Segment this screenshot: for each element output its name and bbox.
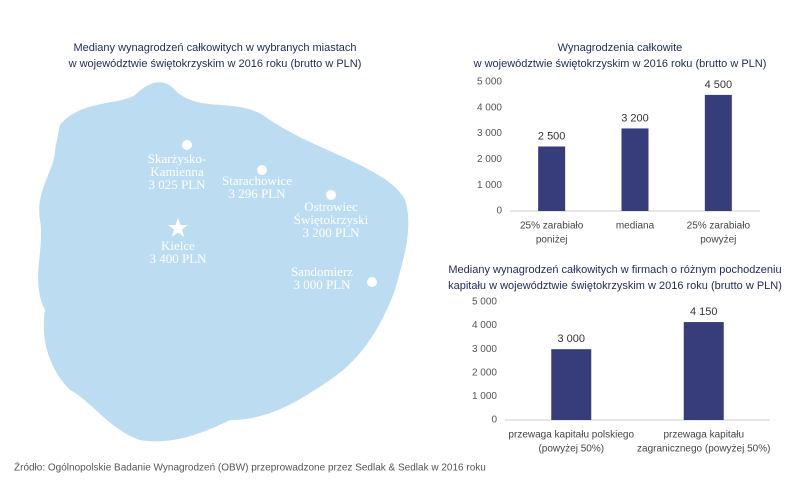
bar — [621, 128, 649, 211]
city-dot — [326, 190, 336, 200]
value-label: 3 000 — [557, 333, 585, 345]
value-label: 4 150 — [690, 306, 718, 318]
city-name: Świętokrzyski — [294, 212, 369, 227]
y-tick-label: 5 000 — [472, 297, 497, 308]
y-tick-label: 1 000 — [477, 180, 502, 191]
city-name: Kamienna — [150, 164, 204, 179]
source-note: Źródło: Ogólnopolskie Badanie Wynagrodze… — [14, 461, 486, 474]
city-salary: 3 296 PLN — [228, 186, 286, 201]
chart-title: Mediany wynagrodzeń całkowitych w firmac… — [448, 264, 781, 276]
x-tick-label: przewaga kapitału — [663, 430, 744, 441]
city-dot — [367, 277, 377, 287]
value-label: 3 200 — [621, 112, 649, 124]
x-tick-label: przewaga kapitału polskiego — [508, 430, 634, 441]
x-tick-label: (powyżej 50%) — [538, 444, 604, 455]
y-tick-label: 0 — [496, 206, 502, 217]
bar — [704, 94, 732, 211]
x-tick-label: 25% zarabiało — [520, 221, 584, 232]
x-tick-label: 25% zarabiało — [687, 221, 751, 232]
y-tick-label: 5 000 — [477, 77, 502, 88]
city-salary: 3 400 PLN — [149, 251, 207, 266]
city-salary: 3 000 PLN — [293, 277, 351, 292]
bar — [551, 349, 592, 420]
y-tick-label: 3 000 — [477, 128, 502, 139]
y-tick-label: 4 000 — [477, 102, 502, 113]
chart-title: kapitału w województwie świętokrzyskim w… — [448, 280, 782, 292]
capital-star — [168, 218, 188, 237]
x-tick-label: powyżej — [700, 235, 736, 246]
city-salary: 3 200 PLN — [302, 225, 360, 240]
y-tick-label: 3 000 — [472, 344, 497, 355]
city-dot — [182, 140, 192, 150]
chart-title: Wynagrodzenia całkowite — [558, 42, 683, 54]
city-dot — [257, 165, 267, 175]
city-salary: 3 025 PLN — [148, 177, 206, 192]
bar — [538, 146, 566, 211]
y-tick-label: 0 — [491, 415, 497, 426]
city-name: Kielce — [161, 238, 195, 253]
y-tick-label: 4 000 — [472, 320, 497, 331]
x-tick-label: poniżej — [536, 235, 568, 246]
region-map — [38, 82, 409, 442]
map-title: w województwie świętokrzyskim w 2016 rok… — [68, 58, 362, 70]
city-name: Starachowice — [222, 173, 292, 188]
value-label: 4 500 — [705, 79, 733, 91]
value-label: 2 500 — [538, 130, 566, 142]
y-tick-label: 2 000 — [472, 367, 497, 378]
chart-title: w województwie świętokrzyskim w 2016 rok… — [473, 58, 767, 70]
y-tick-label: 1 000 — [472, 391, 497, 402]
city-name: Sandomierz — [291, 264, 353, 279]
x-tick-label: mediana — [616, 221, 655, 232]
map-title: Mediany wynagrodzeń całkowitych w wybran… — [73, 42, 356, 54]
bar — [683, 322, 724, 420]
x-tick-label: zagranicznego (powyżej 50%) — [637, 444, 770, 455]
y-tick-label: 2 000 — [477, 154, 502, 165]
city-name: Skarżysko- — [148, 151, 207, 166]
city-name: Ostrowiec — [304, 199, 358, 214]
